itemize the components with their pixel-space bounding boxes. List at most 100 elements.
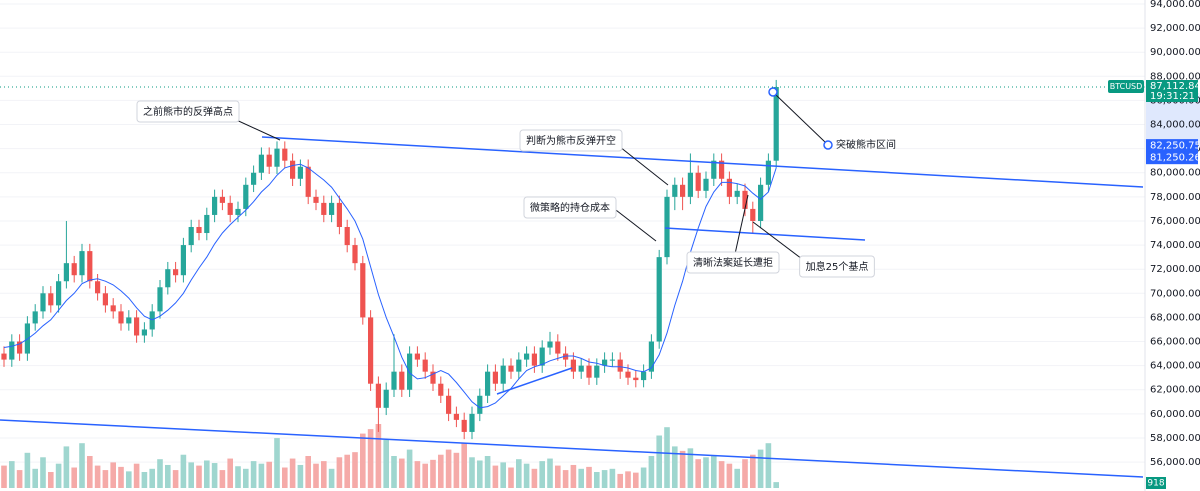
volume-bar	[243, 468, 249, 488]
annotation-text: 微策略的持仓成本	[530, 201, 610, 214]
volume-bar	[375, 424, 382, 488]
candle-body	[204, 214, 210, 234]
candle-body	[687, 172, 693, 197]
candle-body	[368, 317, 374, 384]
candle-body	[469, 413, 475, 432]
volume-bar	[594, 472, 600, 488]
volume-bar	[648, 456, 655, 488]
candle-body	[430, 371, 436, 384]
candle-body	[703, 178, 709, 191]
volume-bar	[250, 461, 257, 488]
candle-body	[243, 184, 249, 209]
volume-bar	[656, 435, 662, 488]
candle-body	[594, 365, 600, 378]
callout-line	[752, 221, 807, 263]
y-tick-label: 62,000.00	[1150, 385, 1200, 396]
candle-body	[617, 359, 623, 372]
y-tick-label: 72,000.00	[1150, 264, 1200, 275]
candle-body	[773, 87, 779, 161]
candle-body	[134, 317, 140, 336]
volume-bar	[1, 465, 7, 488]
candle-body	[563, 353, 569, 360]
volume-bar	[289, 458, 296, 488]
candle-body	[375, 383, 381, 408]
volume-bar	[282, 467, 288, 488]
volume-bar	[562, 470, 569, 488]
candle-body	[251, 172, 257, 185]
volume-bar	[16, 470, 23, 488]
volume-bar	[461, 443, 467, 488]
candle-body	[399, 371, 405, 390]
last-price-label: 87,112.84	[1150, 81, 1200, 92]
candle-body	[664, 196, 670, 258]
y-tick-label: 88,000.00	[1150, 71, 1200, 82]
candle-body	[1, 353, 7, 360]
candle-body	[352, 245, 358, 264]
volume-bar	[344, 454, 350, 488]
volume-bar	[227, 458, 233, 488]
volume-bar	[406, 449, 413, 488]
candle-body	[56, 281, 62, 306]
candle-body	[524, 353, 530, 360]
candle-body	[407, 353, 413, 390]
grid	[0, 3, 1145, 463]
volume-bar	[352, 452, 358, 488]
candle-body	[141, 329, 147, 336]
volume-bar	[110, 462, 116, 488]
candle-body	[305, 166, 311, 197]
candle-body	[180, 245, 186, 276]
volume-bar	[523, 463, 530, 488]
candle-body	[329, 202, 335, 215]
volume-bar	[24, 452, 31, 488]
y-tick-label: 56,000.00	[1150, 457, 1200, 468]
volume-bar	[547, 458, 553, 488]
volume-bar	[367, 429, 374, 488]
candle-body	[414, 353, 420, 360]
candle-body	[500, 365, 506, 384]
volume-bar	[196, 465, 202, 488]
candle-body	[578, 365, 584, 372]
volume-bar	[188, 462, 194, 488]
candle-body	[40, 293, 46, 312]
volume-bar	[274, 438, 280, 488]
volume-bar	[625, 471, 631, 488]
volume-bar	[757, 449, 764, 488]
volume-bar	[383, 440, 389, 488]
candle-body	[742, 190, 748, 209]
volume-bar	[313, 463, 319, 488]
volume-bar	[578, 468, 584, 488]
volume-bar	[422, 463, 428, 488]
candle-body	[695, 172, 701, 191]
volume-bar	[601, 470, 608, 488]
candle-body	[531, 353, 537, 366]
candle-body	[79, 251, 85, 276]
volume-bar	[32, 468, 38, 488]
candle-body	[196, 226, 202, 234]
volume-bar	[157, 459, 163, 488]
volume-bar	[71, 467, 77, 488]
callout-line	[775, 94, 826, 143]
volume-bar	[742, 459, 748, 488]
volume-bar	[516, 459, 522, 488]
volume-bar	[102, 470, 109, 488]
candle-body	[633, 377, 639, 381]
candle-body	[360, 263, 366, 318]
candle-body	[219, 196, 225, 203]
candle-body	[87, 251, 93, 282]
trend-line	[496, 367, 573, 395]
annotation-text: 突破熊市区间	[836, 138, 896, 151]
volume-bar	[718, 461, 725, 488]
candle-body	[102, 293, 108, 306]
volume-bar	[328, 468, 335, 488]
annotation-text: 判断为熊市反弹开空	[526, 134, 616, 147]
candle-body	[726, 178, 732, 197]
volume-bar	[640, 467, 647, 488]
candle-body	[516, 359, 522, 372]
callout-line	[611, 206, 657, 242]
volume-bar	[180, 454, 187, 488]
volume-bar	[508, 467, 514, 488]
candle-body	[391, 371, 397, 390]
y-tick-label: 92,000.00	[1150, 23, 1200, 34]
candle-body	[648, 341, 654, 372]
volume-bar	[321, 461, 327, 488]
